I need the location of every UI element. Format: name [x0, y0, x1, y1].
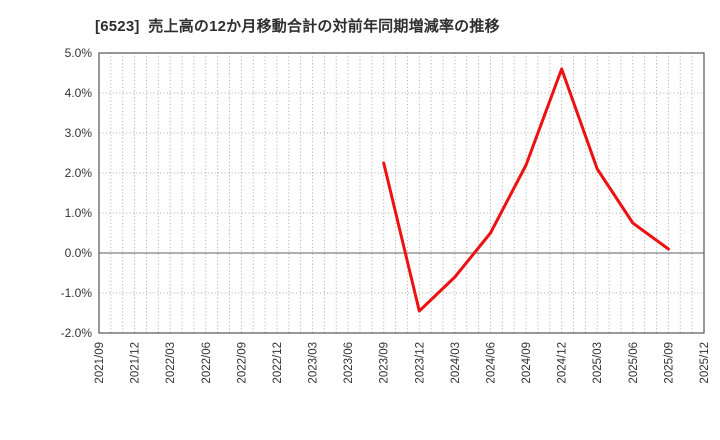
x-tick-label: 2022/12 — [272, 342, 284, 384]
y-tick-label: 5.0% — [65, 46, 93, 60]
x-tick-label: 2025/03 — [592, 342, 604, 384]
y-tick-label: -1.0% — [61, 286, 93, 300]
x-tick-label: 2024/03 — [450, 342, 462, 384]
x-tick-label: 2024/06 — [485, 342, 497, 384]
y-tick-label: 0.0% — [65, 246, 93, 260]
x-tick-label: 2024/09 — [521, 342, 533, 384]
y-tick-label: 2.0% — [65, 166, 93, 180]
x-tick-label: 2021/09 — [94, 342, 106, 384]
x-tick-label: 2025/09 — [663, 342, 675, 384]
y-tick-label: 3.0% — [65, 126, 93, 140]
x-tick-label: 2023/12 — [414, 342, 426, 384]
x-tick-label: 2023/09 — [379, 342, 391, 384]
y-tick-label: 4.0% — [65, 86, 93, 100]
x-tick-label: 2021/12 — [130, 342, 142, 384]
x-tick-label: 2022/06 — [201, 342, 213, 384]
x-tick-label: 2025/12 — [699, 342, 711, 384]
x-tick-label: 2024/12 — [557, 342, 569, 384]
y-tick-label: 1.0% — [65, 206, 93, 220]
y-tick-label: -2.0% — [61, 326, 93, 340]
x-tick-label: 2023/03 — [308, 342, 320, 384]
plot-border — [98, 52, 705, 334]
x-tick-label: 2025/06 — [628, 342, 640, 384]
x-tick-label: 2023/06 — [343, 342, 355, 384]
x-tick-label: 2022/09 — [236, 342, 248, 384]
chart-title: [6523] 売上高の12か月移動合計の対前年同期増減率の推移 — [95, 18, 500, 35]
x-tick-label: 2022/03 — [165, 342, 177, 384]
series-line — [382, 67, 670, 313]
